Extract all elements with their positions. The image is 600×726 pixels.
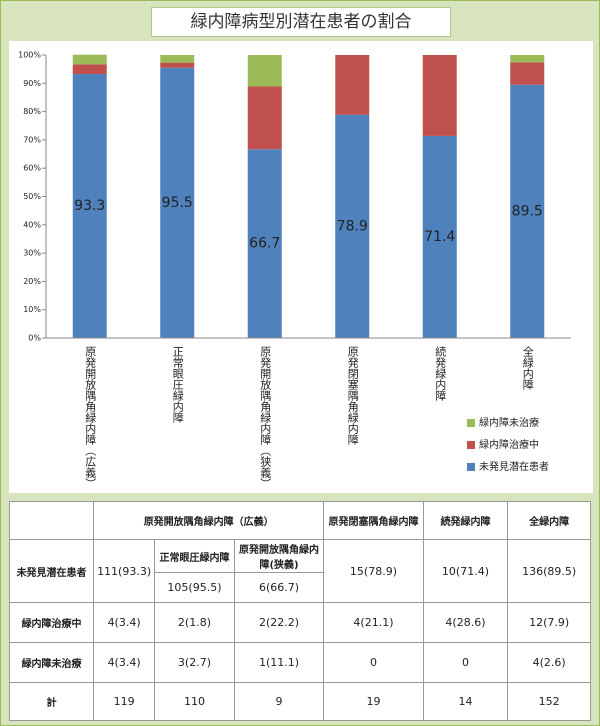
row-label: 緑内障未治療: [8, 642, 95, 683]
bar-segment: [335, 55, 370, 115]
cell: 19: [323, 682, 424, 721]
cell: 0: [323, 642, 424, 683]
bar-segment: [247, 86, 282, 150]
cell: 10(71.4): [422, 539, 509, 603]
bar-segment: [510, 62, 545, 85]
cell: 110: [154, 682, 235, 721]
x-tick-label: 続発緑内障: [434, 345, 447, 401]
data-table: 原発開放隅角緑内障（広義） 原発閉塞隅角緑内障 続発緑内障 全緑内障 未発見潜在…: [8, 501, 591, 721]
cell: 4(3.4): [93, 642, 156, 683]
row-label: 未発見潜在患者: [8, 539, 95, 603]
cell: 111(93.3): [93, 539, 156, 603]
header-cell: 原発閉塞隅角緑内障: [323, 501, 424, 540]
y-tick-label: 0%: [28, 334, 41, 343]
row-label: 緑内障治療中: [8, 602, 95, 643]
bar-segment: [72, 54, 107, 65]
data-label: 71.4: [424, 229, 455, 245]
y-tick-label: 60%: [23, 164, 41, 173]
cell: 4(28.6): [422, 602, 509, 643]
bar-segment: [422, 55, 457, 136]
x-tick-label: 原発開放隅角緑内障（広義）: [84, 346, 97, 489]
cell: 12(7.9): [507, 602, 591, 643]
subheader-cell: 正常眼圧緑内障: [154, 539, 235, 573]
chart: 0% 10% 20% 30% 40% 50% 60% 70% 80% 90% 100% 93.3 原発開…: [9, 41, 593, 493]
cell: 6(66.7): [233, 572, 325, 603]
cell: 4(2.6): [507, 642, 591, 683]
bar-segment: [247, 149, 282, 338]
corner-cell: [8, 501, 95, 540]
x-tick-label: 原発閉塞隅角緑内障: [346, 346, 359, 445]
cell: 0: [422, 642, 509, 683]
cell: 136(89.5): [507, 539, 591, 603]
chart-title: 緑内障病型別潜在患者の割合: [151, 7, 451, 37]
cell: 152: [507, 682, 591, 721]
header-cell: 原発開放隅角緑内障（広義）: [93, 501, 325, 540]
cell: 3(2.7): [154, 642, 235, 683]
legend-swatch: [467, 419, 475, 427]
bar-segment: [335, 114, 370, 338]
cell: 4(3.4): [93, 602, 156, 643]
cell: 14: [422, 682, 509, 721]
bar-segment: [422, 135, 457, 338]
cell: 2(22.2): [233, 602, 325, 643]
header-cell: 全緑内障: [507, 501, 591, 540]
y-tick-label: 10%: [23, 305, 41, 314]
y-tick-label: 20%: [23, 277, 41, 286]
bar-segment: [160, 62, 195, 68]
cell: 15(78.9): [323, 539, 424, 603]
cell: 119: [93, 682, 156, 721]
y-tick-label: 80%: [23, 107, 41, 116]
y-tick-label: 30%: [23, 249, 41, 258]
legend-swatch: [467, 441, 475, 449]
x-tick-label: 正常眼圧緑内障: [171, 346, 184, 423]
legend-label: 緑内障治療中: [479, 438, 539, 451]
legend-label: 未発見潜在患者: [479, 460, 549, 473]
data-label: 78.9: [337, 218, 368, 234]
cell: 105(95.5): [154, 572, 235, 603]
y-tick-label: 70%: [23, 135, 41, 144]
bar-segment: [510, 55, 545, 63]
cell: 2(1.8): [154, 602, 235, 643]
data-label: 95.5: [162, 195, 193, 211]
cell: 1(11.1): [233, 642, 325, 683]
data-label: 89.5: [512, 203, 543, 219]
bar-segment: [160, 67, 195, 339]
subheader-cell: 原発開放隅角緑内障(狭義): [233, 539, 325, 573]
y-tick-label: 100%: [18, 51, 41, 60]
data-label: 66.7: [249, 236, 280, 252]
cell: 4(21.1): [323, 602, 424, 643]
bar-segment: [160, 55, 195, 63]
legend-label: 緑内障未治療: [479, 416, 539, 429]
bar-segment: [247, 55, 282, 87]
header-cell: 続発緑内障: [422, 501, 509, 540]
y-tick-label: 40%: [23, 220, 41, 229]
legend-swatch: [467, 463, 475, 471]
x-tick-label: 全緑内障: [521, 345, 534, 390]
bar-segment: [72, 64, 107, 74]
y-tick-label: 90%: [23, 79, 41, 88]
x-tick-label: 原発開放隅角緑内障（狭義）: [259, 346, 272, 489]
row-label: 計: [8, 682, 95, 721]
cell: 9: [233, 682, 325, 721]
data-label: 93.3: [74, 198, 105, 214]
bar-segment: [510, 84, 545, 338]
y-tick-label: 50%: [23, 192, 41, 201]
bar-segment: [72, 73, 107, 338]
